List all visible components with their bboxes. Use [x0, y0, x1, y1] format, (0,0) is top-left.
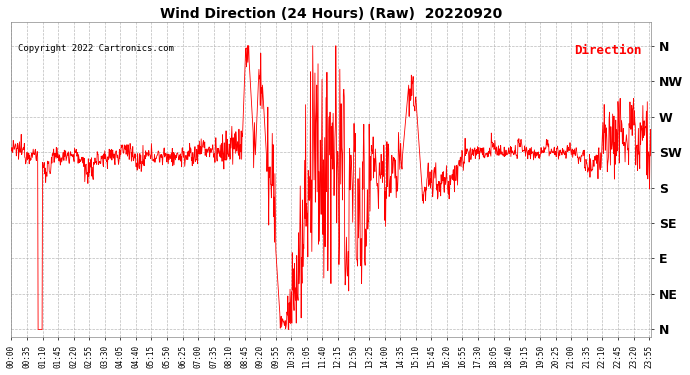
Text: Copyright 2022 Cartronics.com: Copyright 2022 Cartronics.com — [18, 44, 174, 53]
Title: Wind Direction (24 Hours) (Raw)  20220920: Wind Direction (24 Hours) (Raw) 20220920 — [160, 7, 502, 21]
Text: Direction: Direction — [575, 44, 642, 57]
